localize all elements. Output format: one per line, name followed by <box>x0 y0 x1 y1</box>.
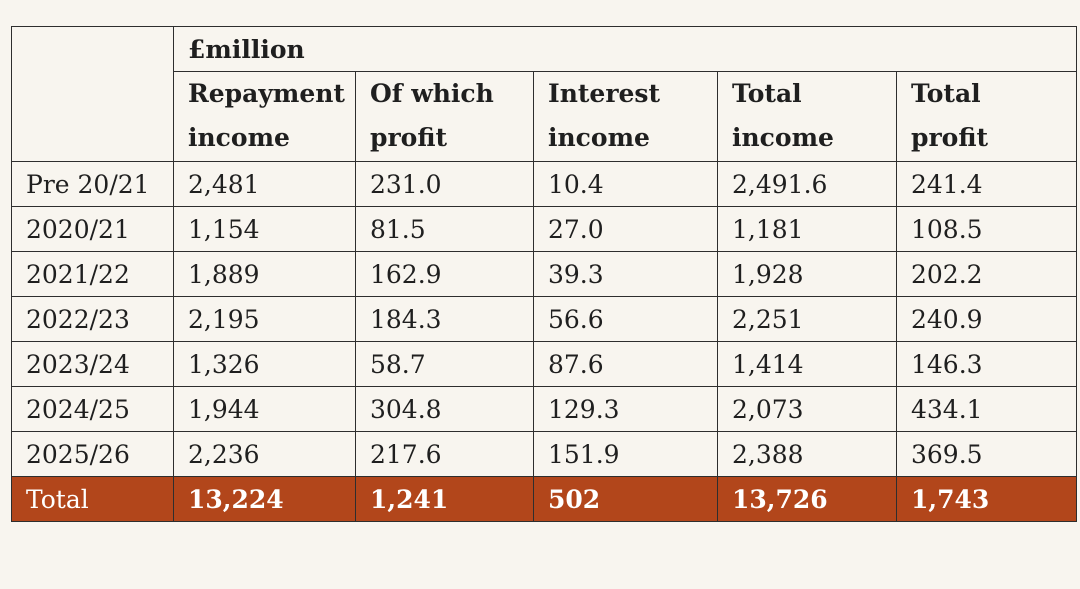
table-cell: 2,195 <box>173 296 356 342</box>
table-cell: 2,251 <box>717 296 897 342</box>
table-cell: 146.3 <box>895 341 1078 387</box>
table-row: 2020/21 1,154 81.5 27.0 1,181 108.5 <box>11 206 1078 252</box>
row-label: 2022/23 <box>11 296 174 342</box>
column-header-line: Interest <box>548 79 661 108</box>
column-header-interest-income: Interest income <box>533 71 718 162</box>
row-label: Pre 20/21 <box>11 161 174 207</box>
table-cell: 81.5 <box>355 206 534 252</box>
column-header-line: income <box>188 123 290 152</box>
table-cell: 39.3 <box>533 251 718 297</box>
row-label: 2023/24 <box>11 341 174 387</box>
table-cell: 162.9 <box>355 251 534 297</box>
table-cell: 1,414 <box>717 341 897 387</box>
column-header-total-profit: Total profit <box>895 71 1078 162</box>
table-cell: 129.3 <box>533 386 718 432</box>
column-header-line: income <box>732 123 834 152</box>
row-label: Total <box>11 476 174 522</box>
table-cell: 87.6 <box>533 341 718 387</box>
row-label: 2020/21 <box>11 206 174 252</box>
unit-label: £million <box>172 26 1078 72</box>
table-cell: 1,944 <box>173 386 356 432</box>
row-label: 2025/26 <box>11 431 174 477</box>
table-cell: 2,491.6 <box>717 161 897 207</box>
table-cell: 304.8 <box>355 386 534 432</box>
table-cell: 13,726 <box>717 476 897 522</box>
table-cell: 502 <box>533 476 718 522</box>
table-cell: 1,241 <box>355 476 534 522</box>
column-header-line: profit <box>911 123 989 152</box>
column-header-line: Repayment <box>188 79 345 108</box>
column-header-line: Total <box>732 79 802 108</box>
column-header-total-income: Total income <box>717 71 897 162</box>
corner-cell <box>11 26 174 162</box>
table-cell: 184.3 <box>355 296 534 342</box>
table-cell: 434.1 <box>895 386 1078 432</box>
row-label: 2024/25 <box>11 386 174 432</box>
table-cell: 10.4 <box>533 161 718 207</box>
table-cell: 202.2 <box>895 251 1078 297</box>
table-cell: 217.6 <box>355 431 534 477</box>
table-cell: 58.7 <box>355 341 534 387</box>
column-header-line: income <box>548 123 650 152</box>
table-cell: 56.6 <box>533 296 718 342</box>
table-cell: 2,388 <box>717 431 897 477</box>
table-cell: 27.0 <box>533 206 718 252</box>
table-cell: 241.4 <box>895 161 1078 207</box>
column-header-line: profit <box>370 123 448 152</box>
table-cell: 369.5 <box>895 431 1078 477</box>
data-table: £million Repayment income Of which profi… <box>11 26 1078 522</box>
table-cell: 151.9 <box>533 431 718 477</box>
table-row: 2023/24 1,326 58.7 87.6 1,414 146.3 <box>11 341 1078 387</box>
table-row: 2024/25 1,944 304.8 129.3 2,073 434.1 <box>11 386 1078 432</box>
table-cell: 13,224 <box>173 476 356 522</box>
table-cell: 2,481 <box>173 161 356 207</box>
table-row: 2025/26 2,236 217.6 151.9 2,388 369.5 <box>11 431 1078 477</box>
table-row: Pre 20/21 2,481 231.0 10.4 2,491.6 241.4 <box>11 161 1078 207</box>
table-row: 2022/23 2,195 184.3 56.6 2,251 240.9 <box>11 296 1078 342</box>
table-cell: 231.0 <box>355 161 534 207</box>
table-row: 2021/22 1,889 162.9 39.3 1,928 202.2 <box>11 251 1078 297</box>
column-header-row: Repayment income Of which profit Interes… <box>12 71 1078 162</box>
table-cell: 240.9 <box>895 296 1078 342</box>
total-row: Total 13,224 1,241 502 13,726 1,743 <box>11 476 1078 522</box>
table-cell: 1,154 <box>173 206 356 252</box>
table-cell: 108.5 <box>895 206 1078 252</box>
table-cell: 1,928 <box>717 251 897 297</box>
column-header-repayment-income: Repayment income <box>173 71 356 162</box>
table-cell: 1,326 <box>173 341 356 387</box>
table-cell: 2,236 <box>173 431 356 477</box>
column-header-line: Of which <box>370 79 494 108</box>
table-cell: 1,743 <box>895 476 1078 522</box>
column-header-line: Total <box>911 79 981 108</box>
column-header-of-which-profit: Of which profit <box>355 71 534 162</box>
row-label: 2021/22 <box>11 251 174 297</box>
table-cell: 1,889 <box>173 251 356 297</box>
table-cell: 1,181 <box>717 206 897 252</box>
table-cell: 2,073 <box>717 386 897 432</box>
unit-header-row: £million <box>11 26 1078 162</box>
